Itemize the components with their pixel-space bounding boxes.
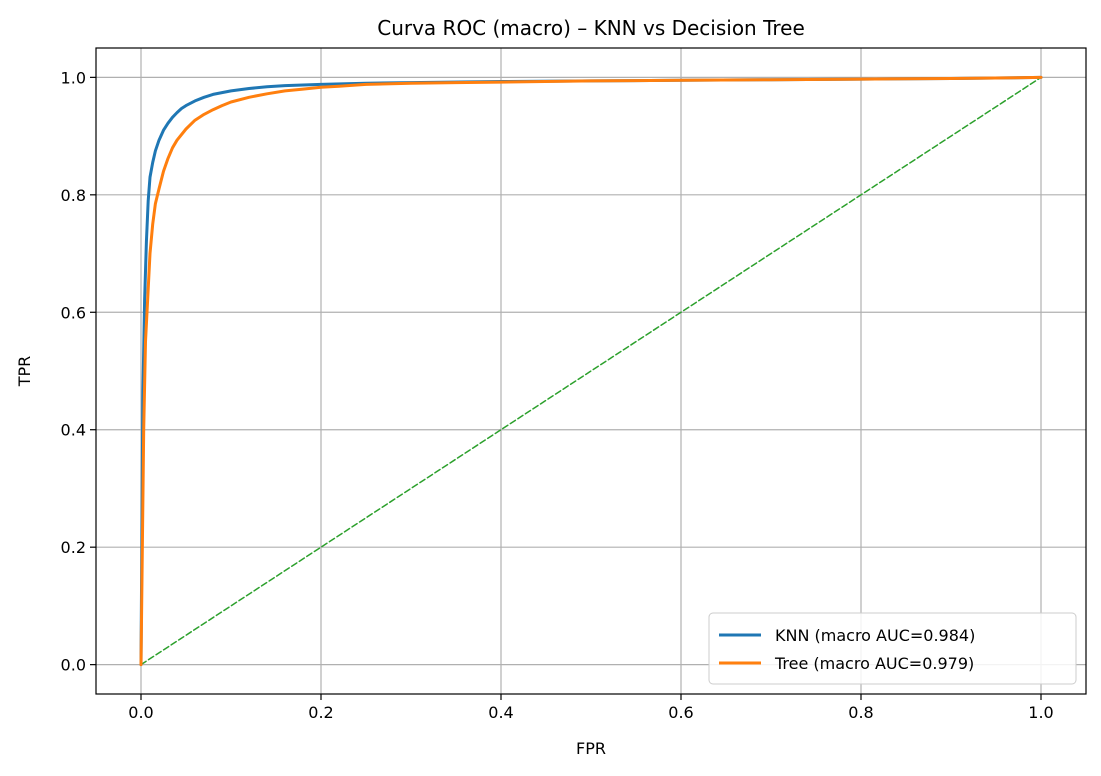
x-axis-label: FPR xyxy=(576,739,606,758)
diagonal-reference-line xyxy=(140,76,1042,666)
x-tick-label: 0.4 xyxy=(488,703,513,722)
series-lines xyxy=(139,75,1043,667)
y-tick-label: 0.2 xyxy=(61,538,86,557)
chart-title: Curva ROC (macro) – KNN vs Decision Tree xyxy=(377,16,805,40)
y-tick-label: 0.4 xyxy=(61,421,86,440)
x-tick-label: 1.0 xyxy=(1028,703,1053,722)
y-tick-label: 1.0 xyxy=(61,68,86,87)
x-tick-label: 0.6 xyxy=(668,703,693,722)
legend-box xyxy=(708,612,1077,685)
y-axis-label: TPR xyxy=(15,356,34,388)
axis-ticks: 0.0 0.2 0.4 0.6 0.8 1.0 0.0 0.2 0.4 0.6 0.8 1.0 xyxy=(61,68,1054,722)
legend-label: KNN (macro AUC=0.984) xyxy=(775,626,975,645)
x-tick-label: 0.2 xyxy=(308,703,333,722)
y-tick-label: 0.0 xyxy=(61,656,86,675)
legend: KNN (macro AUC=0.984) Tree (macro AUC=0.9… xyxy=(708,612,1077,685)
series-line-tree xyxy=(139,75,1043,667)
y-tick-label: 0.6 xyxy=(61,303,86,322)
grid-lines xyxy=(96,48,1086,694)
plot-frame xyxy=(95,47,1087,695)
x-tick-label: 0.8 xyxy=(848,703,873,722)
x-tick-label: 0.0 xyxy=(128,703,153,722)
y-tick-label: 0.8 xyxy=(61,186,86,205)
legend-label: Tree (macro AUC=0.979) xyxy=(774,654,974,673)
